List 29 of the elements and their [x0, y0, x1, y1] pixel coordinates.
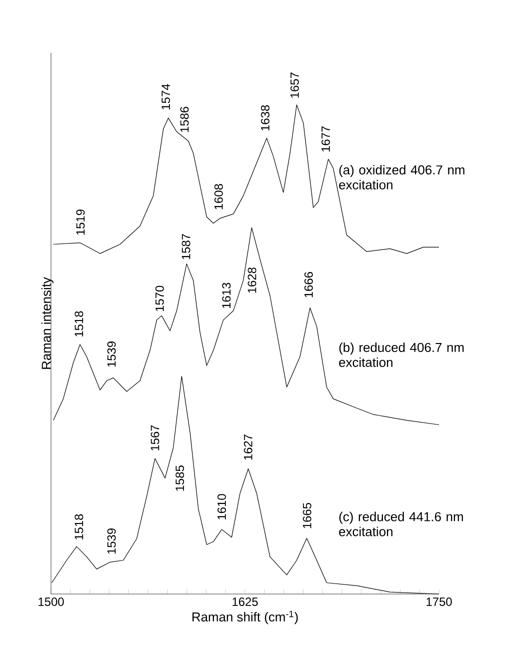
annotation: 1539	[107, 342, 116, 367]
annotation: 1586	[180, 106, 189, 132]
annotation: 1574	[162, 84, 170, 110]
annotation: 1608	[214, 184, 223, 210]
annotation: 1567	[150, 425, 160, 450]
annotation: 1677	[321, 126, 330, 152]
annotation: 1587	[182, 234, 190, 260]
x-tick-label: 1750	[426, 598, 452, 606]
annotation: 1539	[107, 528, 116, 554]
annotation: 1613	[222, 282, 231, 308]
annotation: 1585	[176, 466, 184, 491]
annotation: 1570	[155, 286, 164, 312]
y-axis-title: Raman intensity	[41, 277, 54, 369]
annotation: 1665	[302, 502, 312, 528]
annotation: 1657	[290, 72, 299, 98]
annotation: 1638	[260, 105, 270, 130]
series-label: (a) oxidized 406.7 nm excitation	[339, 164, 464, 190]
annotation: 1627	[244, 434, 252, 460]
annotation: 1610	[217, 494, 226, 520]
x-tick-label: 1625	[232, 598, 258, 606]
annotation: 1518	[74, 514, 84, 540]
annotation: 1519	[76, 210, 85, 235]
annotation: 1628	[248, 268, 256, 293]
text: (c) reduced 441.6 nm excitation	[339, 512, 463, 536]
x-axis-title: Raman shift (cm$^{-1}$)	[192, 610, 298, 624]
x-tick-label: 1500	[38, 598, 64, 606]
annotation: 1666	[304, 272, 313, 298]
series-label: (b) reduced 406.7 nm excitation	[339, 342, 464, 367]
annotation: 1518	[74, 311, 84, 336]
